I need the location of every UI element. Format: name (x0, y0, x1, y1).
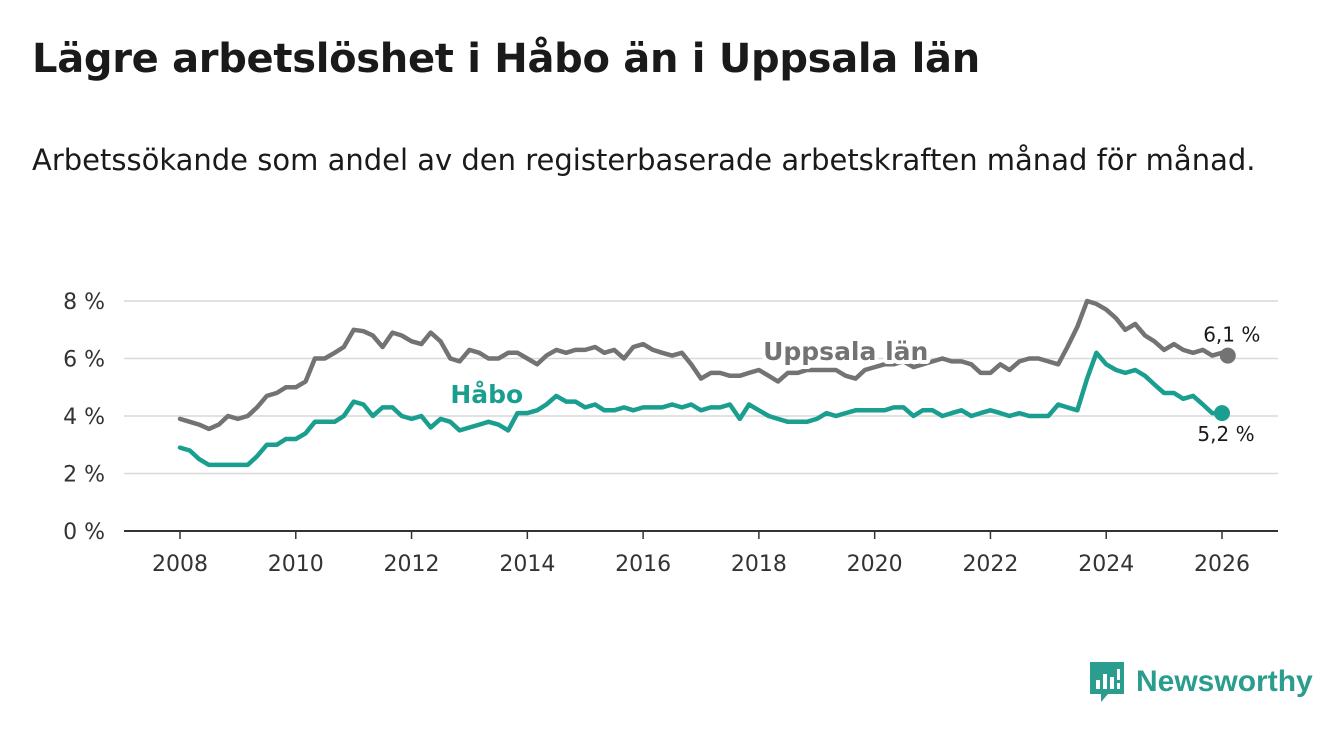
series-line-håbo (177, 350, 1225, 468)
brand-name: Newsworthy (1136, 665, 1313, 698)
series-line-uppsala-län (177, 298, 1231, 432)
chart-subtitle: Arbetssökande som andel av den registerb… (32, 143, 1256, 177)
axis-layer: 0 % 2 % 4 % 6 % 8 % 2008 2010 2012 2014 2016 2018 2… (63, 290, 1278, 577)
x-tick-label: 2018 (731, 552, 787, 577)
series-end-point (1219, 347, 1236, 364)
newsworthy-logo-icon (1090, 662, 1124, 702)
y-tick-label: 4 % (63, 405, 105, 430)
x-tick-label: 2020 (847, 552, 903, 577)
series-label-halo: Håbo (450, 380, 523, 409)
x-tick-label: 2026 (1194, 552, 1250, 577)
x-tick-label: 2024 (1078, 552, 1134, 577)
line-chart: 0 % 2 % 4 % 6 % 8 % 2008 2010 2012 2014 2016 2018 2… (63, 290, 1278, 577)
x-tick-label: 2022 (962, 552, 1018, 577)
series-label: Håbo (450, 380, 523, 409)
newsworthy-brand: Newsworthy (1088, 660, 1313, 704)
y-tick-label: 0 % (63, 520, 105, 545)
y-tick-label: 6 % (63, 348, 105, 373)
y-tick-label: 8 % (63, 290, 105, 315)
series-layer (177, 298, 1236, 468)
end-value-label: 5,2 % (1197, 422, 1254, 446)
x-tick-label: 2012 (384, 552, 440, 577)
end-value-label: 6,1 % (1203, 323, 1260, 347)
x-tick-label: 2010 (268, 552, 324, 577)
chart-title: Lägre arbetslöshet i Håbo än i Uppsala l… (32, 36, 980, 82)
series-label: Uppsala län (763, 337, 928, 366)
y-tick-label: 2 % (63, 463, 105, 488)
x-tick-label: 2016 (615, 552, 671, 577)
series-end-point (1214, 405, 1230, 422)
series-label-halo: Uppsala län (763, 337, 928, 366)
x-tick-label: 2014 (499, 552, 555, 577)
x-tick-label: 2008 (152, 552, 208, 577)
